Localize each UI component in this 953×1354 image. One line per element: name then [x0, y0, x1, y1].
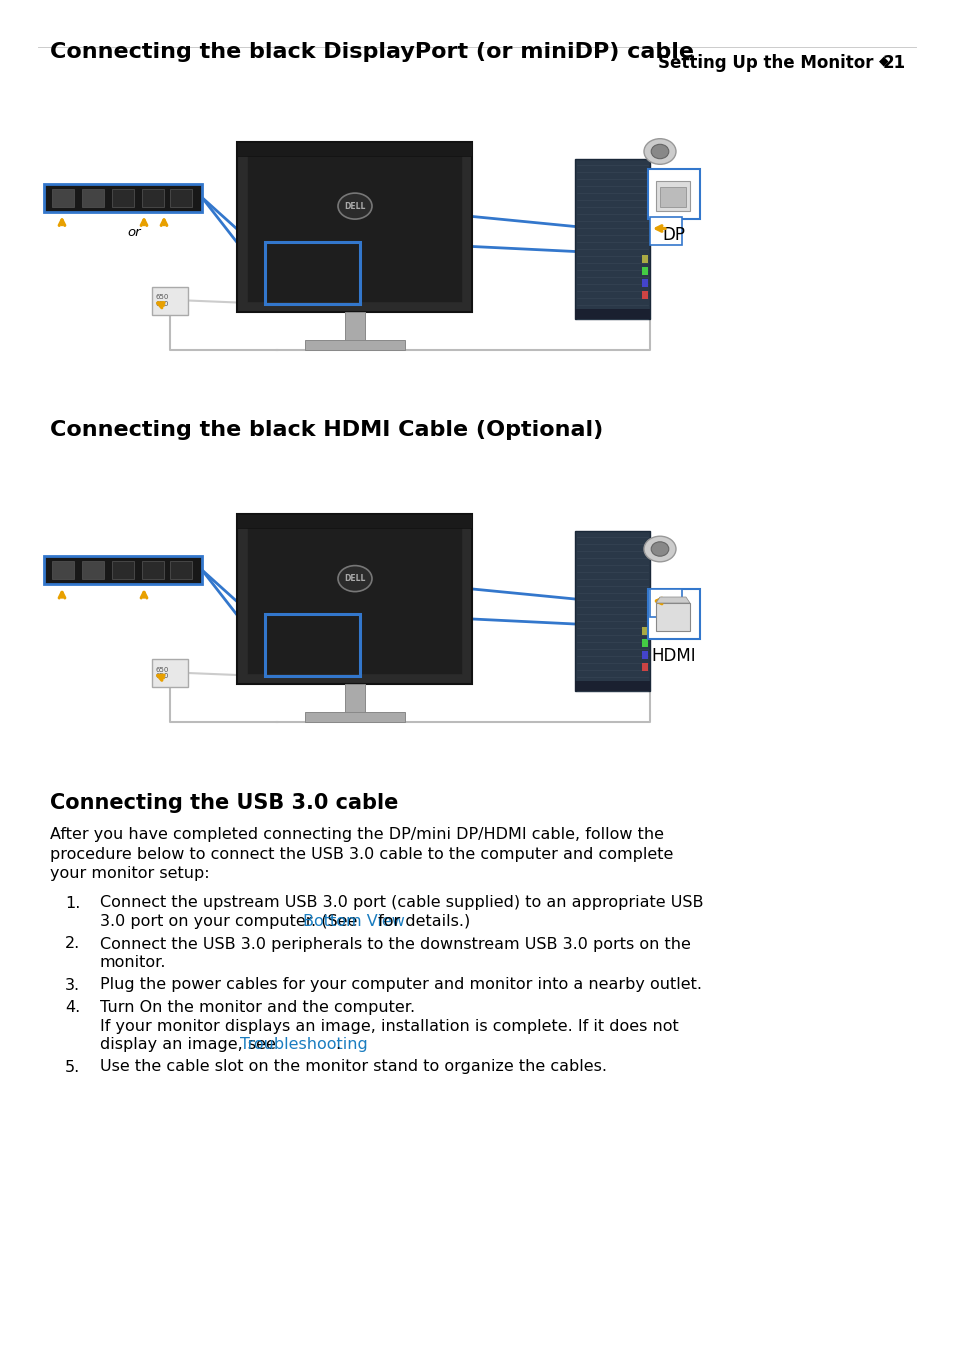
Bar	[575, 681, 649, 691]
Bar	[575, 309, 649, 318]
Bar	[237, 515, 472, 528]
Bar	[82, 188, 104, 207]
Bar	[649, 217, 681, 245]
Text: Plug the power cables for your computer and monitor into a nearby outlet.: Plug the power cables for your computer …	[100, 978, 701, 992]
Text: DELL: DELL	[344, 202, 365, 211]
Bar	[305, 712, 405, 722]
Bar	[647, 168, 700, 218]
Text: for details.): for details.)	[373, 914, 470, 929]
Text: Turn On the monitor and the computer.: Turn On the monitor and the computer.	[100, 1001, 415, 1016]
Bar	[152, 659, 188, 686]
Bar	[649, 589, 681, 617]
Bar	[647, 589, 700, 639]
Bar	[52, 561, 74, 580]
Bar	[152, 287, 188, 314]
Text: HDMI: HDMI	[651, 647, 696, 665]
Bar	[247, 524, 462, 674]
Text: Bottom View: Bottom View	[303, 914, 405, 929]
Bar	[247, 152, 462, 302]
Text: 650
650: 650 650	[156, 294, 170, 307]
Text: 2.: 2.	[65, 937, 80, 952]
Bar	[641, 291, 647, 298]
Ellipse shape	[643, 138, 676, 164]
Text: DP: DP	[661, 226, 685, 245]
Bar	[142, 561, 164, 580]
Ellipse shape	[337, 194, 372, 219]
Text: your monitor setup:: your monitor setup:	[50, 867, 210, 881]
Bar	[641, 279, 647, 287]
Text: 5.: 5.	[65, 1059, 80, 1075]
Bar	[575, 158, 649, 318]
Bar	[142, 188, 164, 207]
Bar	[170, 561, 192, 580]
Bar	[656, 603, 689, 631]
Bar	[641, 255, 647, 263]
Text: display an image, see: display an image, see	[100, 1037, 281, 1052]
Text: Setting Up the Monitor: Setting Up the Monitor	[658, 54, 873, 72]
Text: After you have completed connecting the DP/mini DP/HDMI cable, follow the: After you have completed connecting the …	[50, 827, 663, 842]
Ellipse shape	[643, 536, 676, 562]
Bar	[82, 561, 104, 580]
Text: Troubleshooting: Troubleshooting	[239, 1037, 367, 1052]
Text: If your monitor displays an image, installation is complete. If it does not: If your monitor displays an image, insta…	[100, 1018, 678, 1033]
Text: Connecting the black DisplayPort (or miniDP) cable: Connecting the black DisplayPort (or min…	[50, 42, 693, 62]
Bar	[641, 663, 647, 672]
Bar	[52, 188, 74, 207]
Text: 1.: 1.	[65, 895, 80, 910]
Ellipse shape	[651, 145, 668, 158]
Bar	[345, 311, 365, 341]
Text: Connecting the black HDMI Cable (Optional): Connecting the black HDMI Cable (Optiona…	[50, 420, 602, 440]
Text: .: .	[335, 1037, 339, 1052]
Bar	[656, 180, 689, 210]
Text: monitor.: monitor.	[100, 955, 167, 969]
Bar	[265, 241, 360, 303]
Bar	[237, 515, 472, 684]
Bar	[44, 556, 202, 584]
Bar	[345, 684, 365, 714]
Bar	[641, 627, 647, 635]
Text: or: or	[127, 226, 141, 238]
Bar	[641, 639, 647, 647]
Bar	[170, 188, 192, 207]
Text: Use the cable slot on the monitor stand to organize the cables.: Use the cable slot on the monitor stand …	[100, 1059, 606, 1075]
Bar	[44, 184, 202, 211]
Ellipse shape	[337, 566, 372, 592]
Text: 650
650: 650 650	[156, 666, 170, 680]
Bar	[659, 187, 685, 207]
Text: Connect the USB 3.0 peripherals to the downstream USB 3.0 ports on the: Connect the USB 3.0 peripherals to the d…	[100, 937, 690, 952]
Text: ◆: ◆	[879, 54, 888, 66]
Polygon shape	[656, 597, 689, 603]
Bar	[112, 561, 133, 580]
Text: Connecting the USB 3.0 cable: Connecting the USB 3.0 cable	[50, 793, 398, 812]
Text: procedure below to connect the USB 3.0 cable to the computer and complete: procedure below to connect the USB 3.0 c…	[50, 846, 673, 861]
Bar	[575, 531, 649, 691]
Bar	[641, 267, 647, 275]
Text: 3.0 port on your computer. (See: 3.0 port on your computer. (See	[100, 914, 362, 929]
Text: 21: 21	[882, 54, 905, 72]
Ellipse shape	[651, 542, 668, 556]
Bar	[112, 188, 133, 207]
Text: DELL: DELL	[344, 574, 365, 584]
Bar	[305, 340, 405, 349]
Bar	[641, 651, 647, 659]
Bar	[265, 613, 360, 676]
Text: Connect the upstream USB 3.0 port (cable supplied) to an appropriate USB: Connect the upstream USB 3.0 port (cable…	[100, 895, 702, 910]
Text: 3.: 3.	[65, 978, 80, 992]
Bar	[237, 142, 472, 156]
Text: 4.: 4.	[65, 1001, 80, 1016]
Bar	[237, 142, 472, 311]
